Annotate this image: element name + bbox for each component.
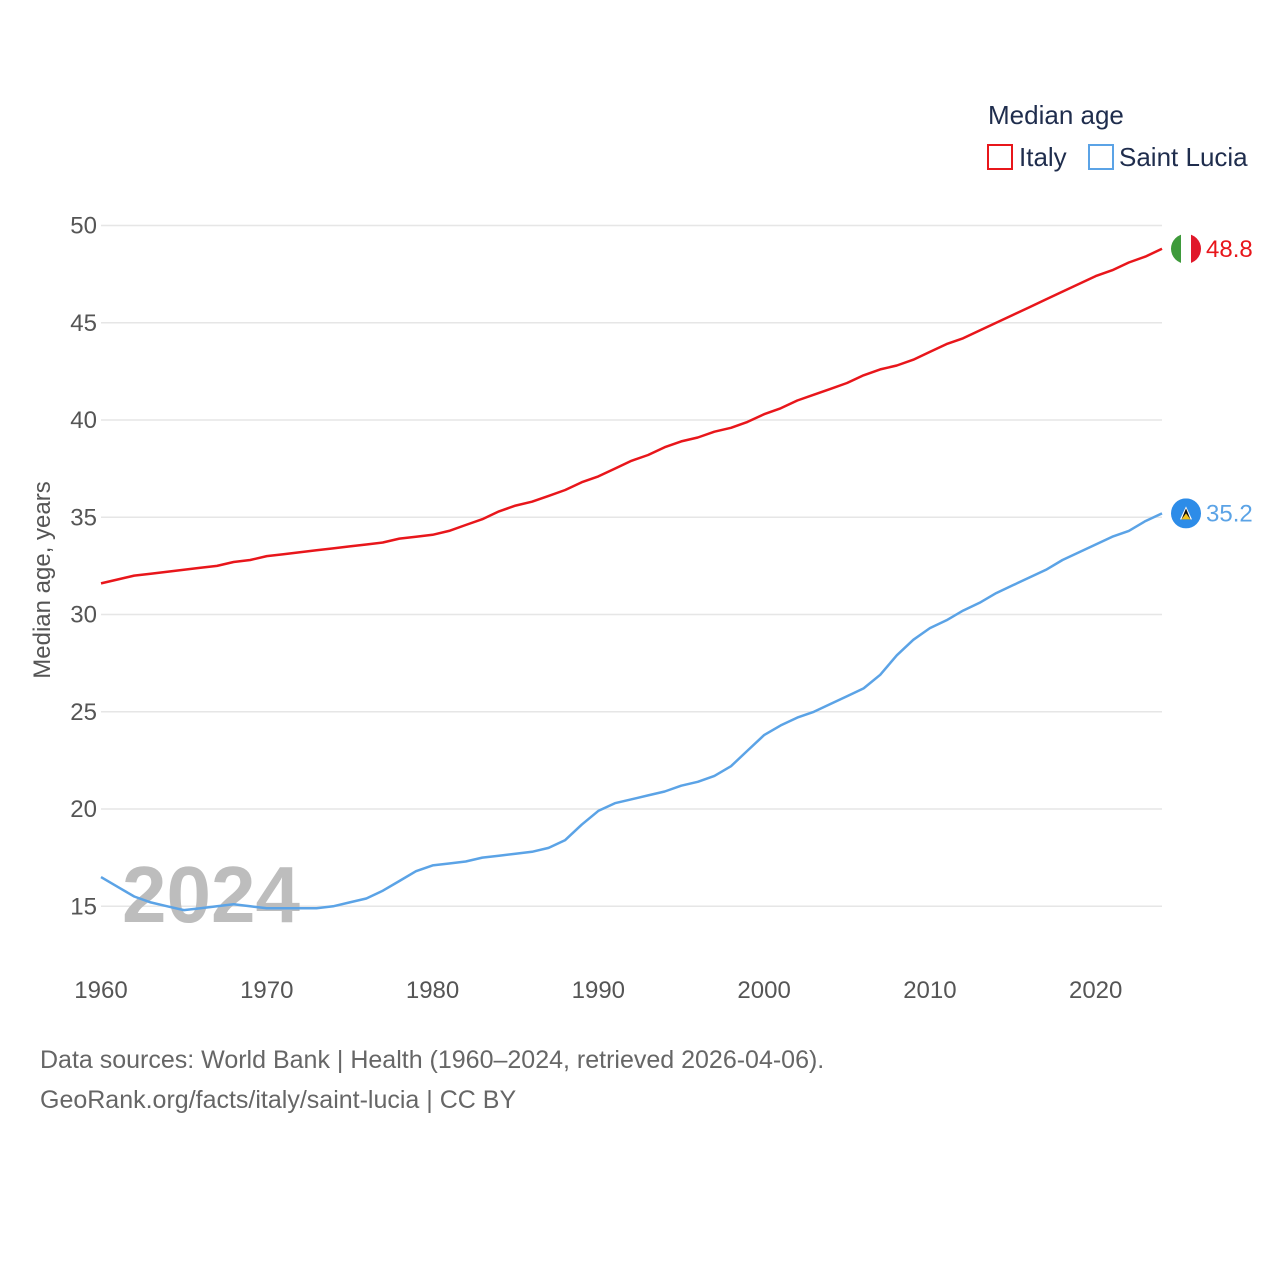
y-axis-title: Median age, years — [29, 481, 56, 678]
x-tick-label: 1980 — [406, 977, 459, 1004]
y-tick-label: 50 — [70, 213, 97, 240]
y-tick-label: 35 — [70, 504, 97, 531]
italy-flag-icon — [1171, 233, 1201, 264]
end-label-saint-lucia: 35.2 — [1206, 500, 1253, 527]
end-label-italy: 48.8 — [1206, 236, 1253, 263]
grid-lines — [101, 224, 1162, 907]
legend[interactable]: Median age Italy Saint Lucia — [987, 100, 1248, 172]
legend-item-saint-lucia[interactable]: Saint Lucia — [1088, 142, 1248, 172]
y-tick-label: 20 — [70, 796, 97, 823]
legend-swatch-saint-lucia — [1088, 144, 1114, 170]
x-tick-label: 1990 — [572, 977, 625, 1004]
source-url-text: GeoRank.org/facts/italy/saint-lucia | CC… — [40, 1086, 517, 1114]
year-watermark: 2024 — [122, 850, 300, 939]
legend-item-italy[interactable]: Italy — [987, 142, 1067, 172]
x-tick-label: 2020 — [1069, 977, 1122, 1004]
y-tick-label: 25 — [70, 699, 97, 726]
x-tick-label: 2000 — [737, 977, 790, 1004]
x-tick-label: 1960 — [74, 977, 127, 1004]
y-tick-label: 15 — [70, 893, 97, 920]
legend-label-italy: Italy — [1019, 142, 1067, 172]
footer: Data sources: World Bank | Health (1960–… — [40, 1040, 824, 1120]
x-tick-label: 1970 — [240, 977, 293, 1004]
series-group — [100, 247, 1163, 912]
x-tick-label: 2010 — [903, 977, 956, 1004]
line-chart: 15 20 25 30 35 40 45 50 1960 1970 1980 1990 2000 201… — [29, 100, 1253, 1004]
saint-lucia-flag-icon — [1171, 498, 1201, 529]
x-axis: 1960 1970 1980 1990 2000 2010 2020 — [74, 977, 1122, 1004]
legend-swatch-italy — [987, 144, 1013, 170]
data-source-text: Data sources: World Bank | Health (1960–… — [40, 1046, 825, 1074]
legend-label-saint-lucia: Saint Lucia — [1119, 142, 1248, 172]
y-tick-label: 40 — [70, 407, 97, 434]
y-axis: 15 20 25 30 35 40 45 50 — [70, 213, 97, 921]
series-line-italy[interactable] — [100, 247, 1163, 585]
y-tick-label: 30 — [70, 602, 97, 629]
series-line-saint-lucia[interactable] — [100, 512, 1163, 912]
y-tick-label: 45 — [70, 310, 97, 337]
legend-title: Median age — [988, 100, 1124, 130]
